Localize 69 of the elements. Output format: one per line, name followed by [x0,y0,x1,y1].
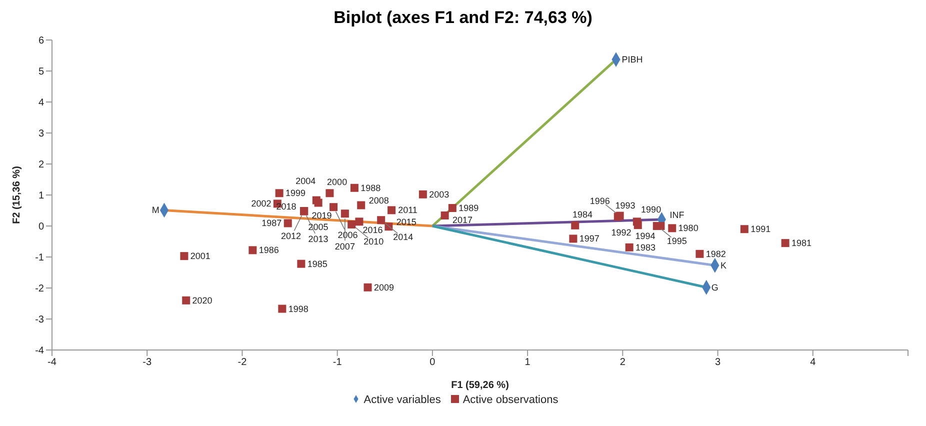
annotation: 1982 [706,248,726,259]
annotation: 2007 [334,242,355,252]
annotation: 2001 [190,251,210,262]
x-tick-label: -1 [332,357,342,368]
annotation: 1998 [288,304,308,314]
y-tick-label: 2 [38,160,44,171]
legend-label: Active variables [364,394,441,406]
x-tick-label: 2 [620,357,626,368]
y-axis-title: F2 (15,36 %) [12,166,23,224]
annotation: 1991 [750,224,771,234]
annotation: 1988 [360,182,381,193]
annotation: 1980 [678,223,698,234]
annotation: 2009 [374,282,394,292]
annotation: 2003 [429,189,450,200]
annotation: 2012 [280,231,301,242]
annotation: 1999 [286,188,306,198]
annotation: 1987 [262,218,282,228]
y-tick-label: -4 [35,346,44,357]
annotation: 1983 [636,242,656,252]
annotation: 2011 [398,205,418,216]
y-tick-label: 1 [38,190,44,202]
annotation: 1985 [307,258,328,269]
annotation: 2018 [276,202,296,212]
y-tick-label: 6 [38,36,44,47]
chart-title: Biplot (axes F1 and F2: 74,63 %) [332,8,594,29]
annotation: 2002 [251,198,272,209]
y-tick-label: -3 [35,314,44,326]
annotation: 2000 [327,177,348,188]
annotation: 2008 [368,196,389,206]
annotation: 1992 [611,227,632,238]
annotation: 1981 [791,238,812,248]
y-tick-label: 3 [38,128,44,140]
annotation: 1995 [666,236,687,246]
annotation: INF [670,210,685,220]
annotation: 1997 [579,234,600,244]
annotation: 1990 [641,204,662,214]
annotation: 2013 [308,234,328,244]
annotation: 2016 [362,225,383,236]
x-tick-label: 0 [430,357,436,368]
x-tick-label: 3 [714,357,721,368]
annotation: K [720,260,726,270]
annotation: 1993 [615,200,636,211]
y-tick-label: -2 [35,284,44,295]
annotation: 2004 [296,176,316,186]
annotation: 2005 [308,222,328,232]
legend-label: Active observations [462,394,558,406]
annotation: 2019 [312,210,332,221]
annotation: 2014 [393,232,414,242]
annotation: 1984 [572,209,592,220]
annotation: 2010 [364,236,384,246]
annotation: M [152,205,160,216]
annotation: G [711,282,718,292]
annotation: 2020 [192,295,212,306]
y-tick-label: 5 [38,66,44,78]
annotation: 1986 [258,245,279,256]
annotation: 1996 [590,196,610,206]
annotation: 2017 [452,215,473,226]
x-tick-label: -2 [238,357,248,368]
annotation: 1989 [458,203,479,214]
y-tick-label: 4 [38,98,44,109]
x-tick-label: -3 [142,357,152,368]
x-tick-label: -4 [48,357,57,368]
x-axis-title: F1 (59,26 %) [451,380,509,391]
y-tick-label: 0 [38,222,44,233]
annotation: 1994 [635,231,656,242]
annotation: PIBH [622,54,643,65]
x-tick-label: 4 [810,357,816,368]
y-tick-label: -1 [35,252,44,264]
x-tick-label: 1 [524,357,531,368]
